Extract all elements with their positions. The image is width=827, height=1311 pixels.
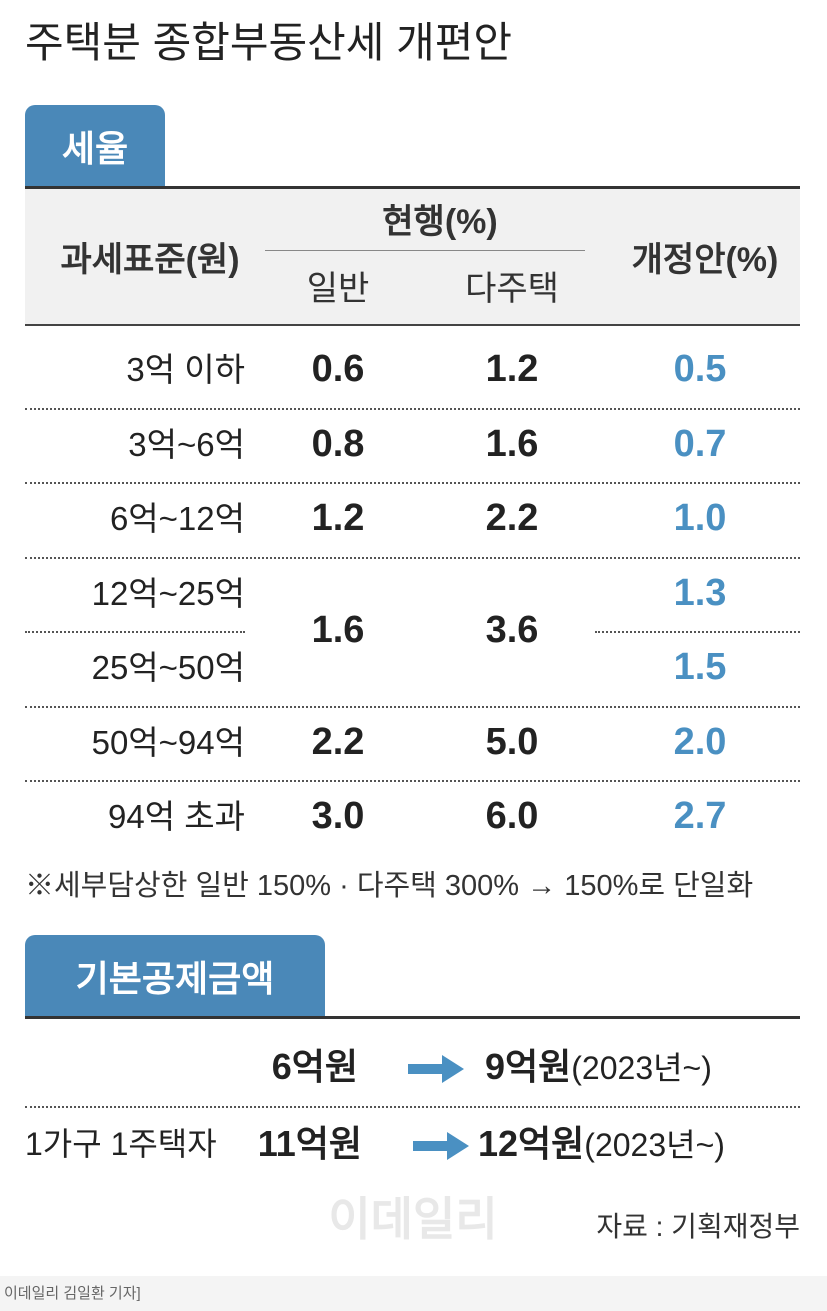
header-general: 일반 bbox=[306, 270, 370, 308]
section-tab: 세율 bbox=[25, 105, 165, 187]
footer: 이데일리 김일환 기자] bbox=[0, 1276, 827, 1311]
credit: 이데일리 김일환 기자] bbox=[4, 1285, 141, 1302]
header-rule bbox=[265, 250, 585, 251]
source: 자료 : 기획재정부 bbox=[596, 1211, 800, 1242]
header-proposal: 개정안(%) bbox=[631, 241, 779, 279]
after: 12억원 bbox=[478, 1123, 585, 1164]
base: 3억~6억 bbox=[128, 425, 245, 463]
general: 0.8 bbox=[311, 422, 365, 465]
arrow bbox=[413, 1132, 469, 1160]
watermark: 이데일리 bbox=[328, 1193, 498, 1245]
base: 3억 이하 bbox=[126, 351, 245, 388]
proposal: 0.5 bbox=[673, 348, 727, 390]
multi: 1.2 bbox=[485, 348, 539, 390]
dotted-rule bbox=[25, 556, 800, 559]
note: ※세부담상한 일반 150% · 다주택 300% → 150%로 단일화 bbox=[25, 870, 754, 902]
base: 12억~25억 bbox=[91, 574, 245, 612]
proposal: 1.3 bbox=[673, 571, 727, 614]
multi: 3.6 bbox=[485, 608, 539, 651]
title: 주택분 종합부동산세 개편안 bbox=[25, 19, 513, 66]
rule bbox=[25, 1016, 800, 1019]
proposal: 1.0 bbox=[673, 497, 727, 539]
general: 1.2 bbox=[311, 497, 365, 539]
proposal: 1.5 bbox=[673, 646, 727, 688]
general: 1.6 bbox=[311, 608, 365, 651]
general: 2.2 bbox=[311, 720, 365, 763]
dotted-rule bbox=[25, 1106, 800, 1108]
base: 94억 초과 bbox=[108, 798, 245, 835]
before: 11억원 bbox=[257, 1123, 362, 1164]
general: 0.6 bbox=[311, 348, 365, 390]
base: 50억~94억 bbox=[91, 723, 245, 761]
period: (2023년~) bbox=[571, 1050, 712, 1086]
arrow bbox=[408, 1055, 464, 1083]
proposal: 2.0 bbox=[673, 720, 727, 763]
base: 25억~50억 bbox=[91, 649, 245, 686]
multi: 2.2 bbox=[485, 497, 539, 539]
rule bbox=[25, 324, 800, 326]
general: 3.0 bbox=[311, 795, 365, 837]
rule bbox=[25, 186, 800, 189]
item: 1가구 1주택자 bbox=[25, 1126, 217, 1162]
dotted-rule bbox=[25, 780, 800, 782]
dotted-rule bbox=[25, 705, 800, 708]
multi: 5.0 bbox=[485, 720, 539, 763]
dotted-rule bbox=[25, 631, 245, 633]
proposal: 0.7 bbox=[673, 422, 727, 465]
section-tab: 기본공제금액 bbox=[25, 935, 325, 1017]
dotted-rule bbox=[25, 482, 800, 484]
period: (2023년~) bbox=[584, 1127, 725, 1163]
dotted-rule bbox=[25, 407, 800, 410]
deduction-after: 9억원(2023년~) bbox=[485, 1049, 712, 1085]
dotted-rule bbox=[595, 631, 800, 633]
header-bg bbox=[25, 189, 800, 325]
base: 6억~12억 bbox=[109, 500, 245, 537]
header-current: 현행(%) bbox=[382, 203, 498, 241]
deduction-after: 12억원(2023년~) bbox=[478, 1126, 725, 1162]
proposal: 2.7 bbox=[673, 795, 727, 837]
header-base: 과세표준(원) bbox=[60, 241, 240, 279]
multi: 6.0 bbox=[485, 795, 539, 837]
after: 9억원 bbox=[485, 1046, 572, 1087]
header-multi: 다주택 bbox=[465, 270, 559, 308]
multi: 1.6 bbox=[485, 422, 539, 465]
before: 6억원 bbox=[271, 1046, 358, 1087]
